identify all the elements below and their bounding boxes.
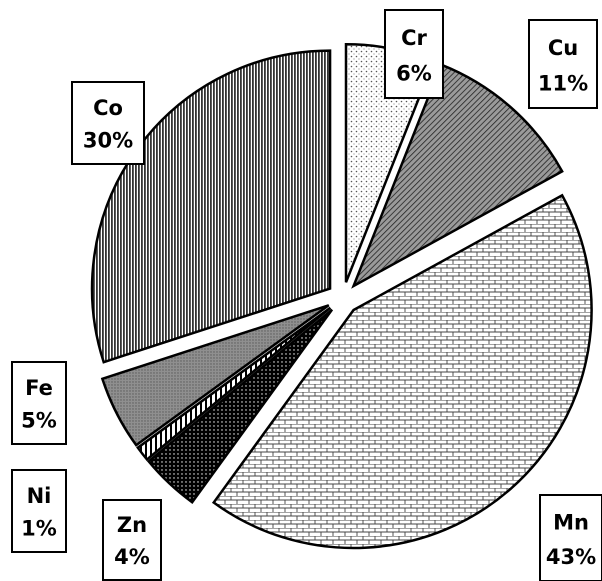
pie-slice-fe <box>100 304 330 447</box>
slice-label-name: Cu <box>548 36 578 60</box>
pie-slice-mn <box>211 193 593 550</box>
slice-label-box <box>528 19 598 109</box>
slice-label-name: Zn <box>117 513 147 537</box>
slice-label-name: Co <box>93 96 123 120</box>
slice-label-name: Cr <box>401 26 427 50</box>
slice-label-box <box>71 81 145 165</box>
slice-label-percent: 30% <box>83 129 133 153</box>
pie-labels: Cr 6% Cu 11% Mn 43% Zn 4% Ni 1% Fe 5% Co 30% <box>11 9 602 581</box>
slice-label-box <box>11 469 67 553</box>
slice-label-percent: 6% <box>396 61 432 85</box>
pie-slice-zn <box>146 308 334 504</box>
pie-slice-ni <box>136 306 332 462</box>
slice-label-ni: Ni 1% <box>11 469 67 553</box>
slice-label-box <box>11 361 67 445</box>
slice-label-co: Co 30% <box>71 81 145 165</box>
pie-slices <box>90 43 593 550</box>
slice-label-percent: 5% <box>21 409 57 433</box>
slice-label-box <box>539 494 602 581</box>
slice-label-mn: Mn 43% <box>539 494 602 581</box>
slice-label-percent: 4% <box>114 545 150 569</box>
slice-label-cr: Cr 6% <box>384 9 444 99</box>
slice-label-percent: 1% <box>21 517 57 541</box>
slice-label-fe: Fe 5% <box>11 361 67 445</box>
slice-label-box <box>384 9 444 99</box>
pie-slice-cu <box>351 63 564 289</box>
slice-label-cu: Cu 11% <box>528 19 598 109</box>
slice-label-percent: 43% <box>546 545 596 569</box>
slice-label-name: Fe <box>25 376 53 400</box>
slice-label-percent: 11% <box>538 71 588 95</box>
slice-label-name: Ni <box>27 484 52 508</box>
slice-label-box <box>102 499 162 581</box>
slice-label-name: Mn <box>553 510 589 534</box>
slice-label-zn: Zn 4% <box>102 499 162 581</box>
